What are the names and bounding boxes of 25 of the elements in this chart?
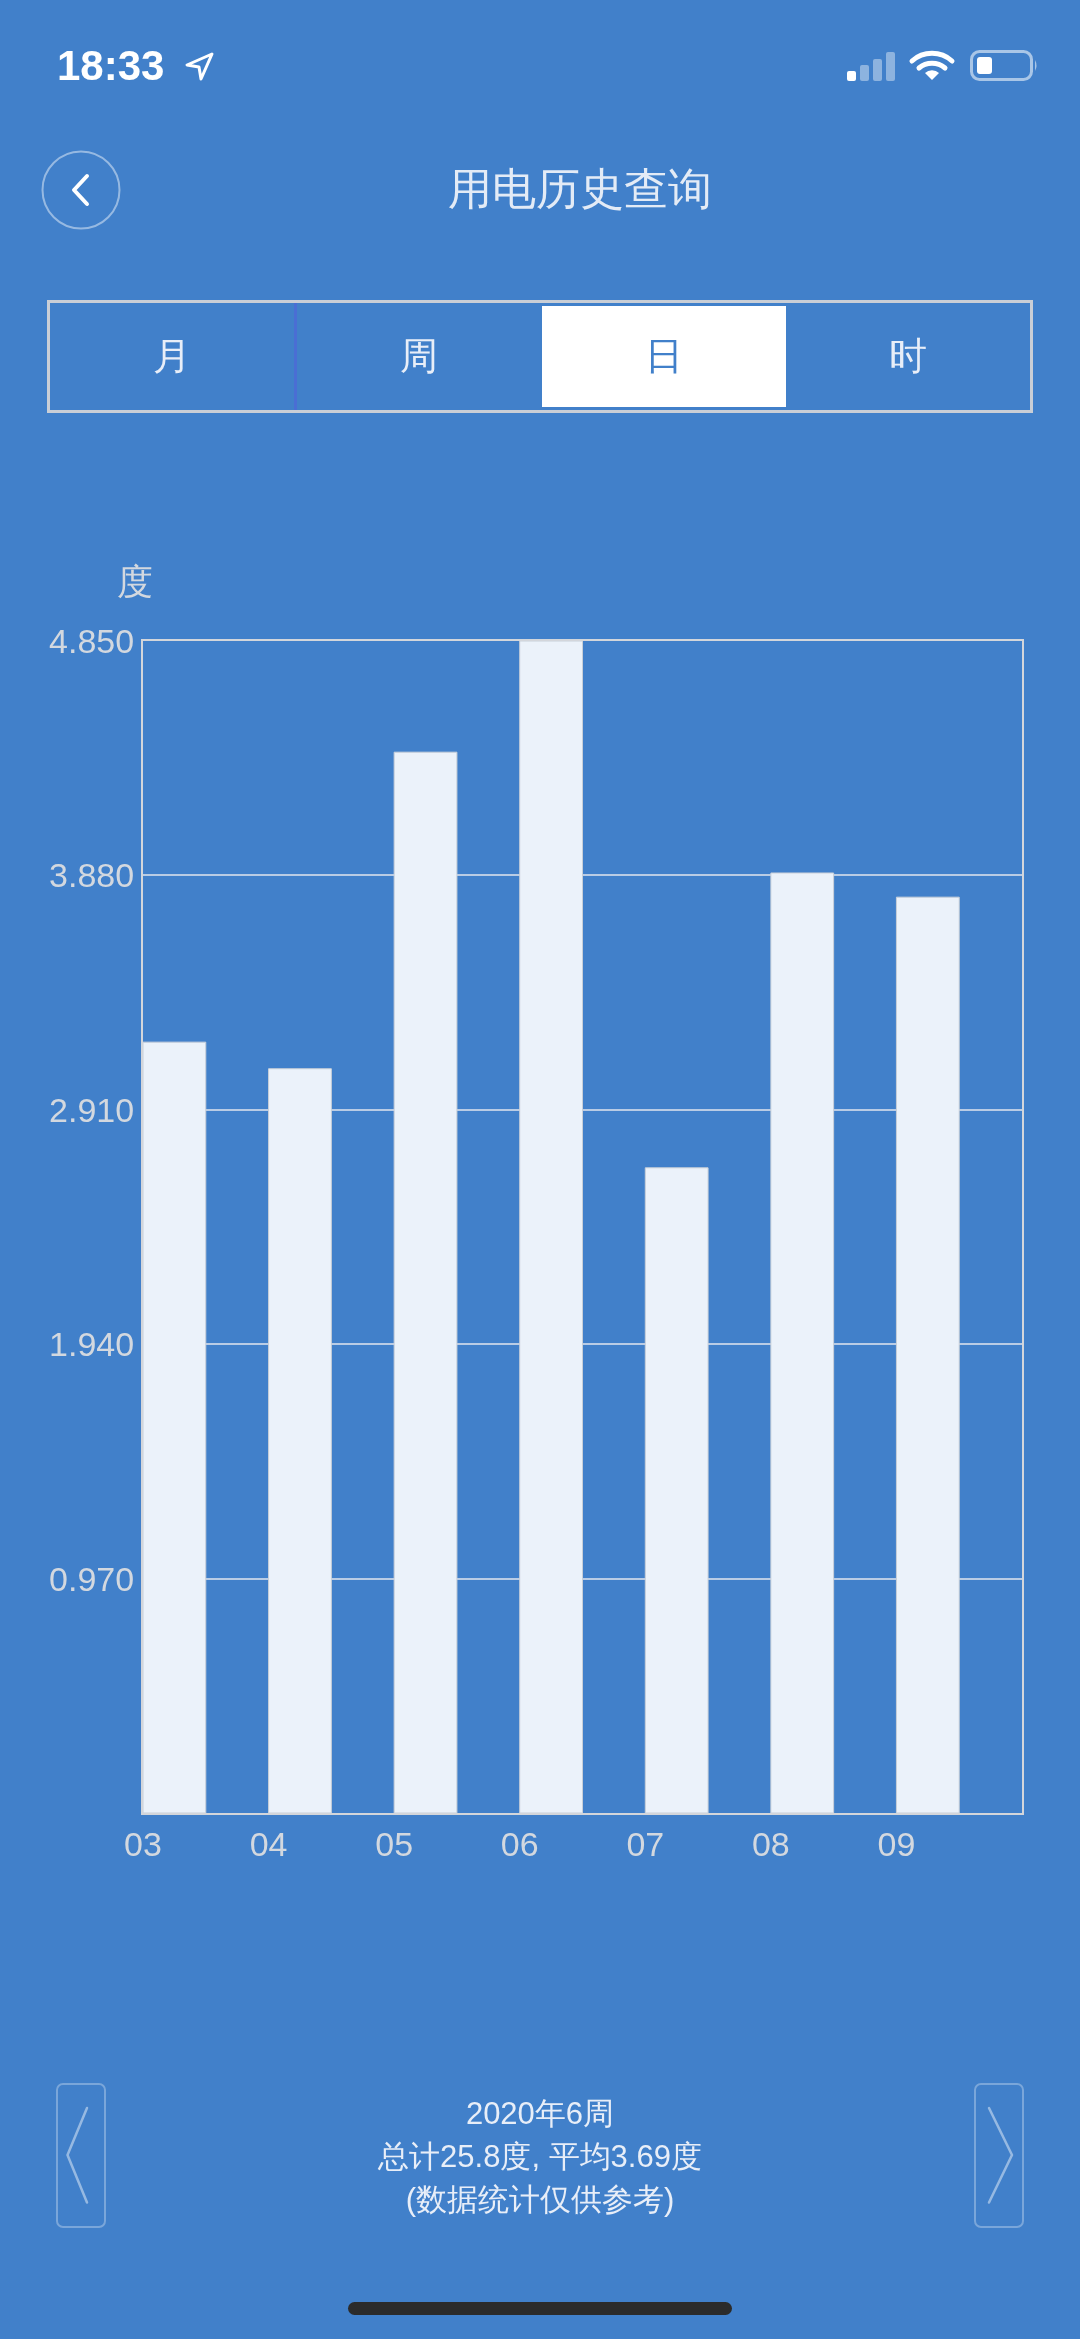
text: (数据统计仅供参考) xyxy=(405,2181,675,2219)
y-tick-label: 4.850 xyxy=(49,621,135,660)
back-icon[interactable] xyxy=(41,150,121,230)
y-tick-label: 0.970 xyxy=(49,1559,135,1598)
tab[interactable]: 周 xyxy=(297,303,542,410)
y-axis-title: 度 xyxy=(117,561,153,602)
text: 18:33 xyxy=(57,41,165,91)
tab[interactable]: 时 xyxy=(785,303,1030,410)
x-tick-label: 05 xyxy=(375,1824,414,1863)
chevron-right-icon[interactable] xyxy=(974,2083,1024,2228)
y-tick-label: 3.880 xyxy=(49,856,135,895)
text: 总计25.8度, 平均3.69度 xyxy=(378,2138,702,2176)
tab[interactable]: 月 xyxy=(50,303,298,410)
chart-title: 用电历史查询 xyxy=(447,164,712,214)
x-tick-label: 04 xyxy=(249,1824,288,1863)
x-tick-label: 03 xyxy=(124,1824,162,1863)
x-tick-label: 08 xyxy=(751,1824,790,1863)
x-tick-label: 07 xyxy=(626,1824,665,1863)
y-tick-label: 2.910 xyxy=(49,1090,135,1129)
x-tick-label: 06 xyxy=(500,1824,539,1863)
chevron-left-icon[interactable] xyxy=(56,2083,106,2228)
text: 2020年6周 xyxy=(465,2095,615,2133)
y-tick-label: 1.940 xyxy=(49,1325,135,1364)
tab[interactable]: 日 xyxy=(541,306,786,407)
x-tick-label: 09 xyxy=(877,1824,916,1863)
